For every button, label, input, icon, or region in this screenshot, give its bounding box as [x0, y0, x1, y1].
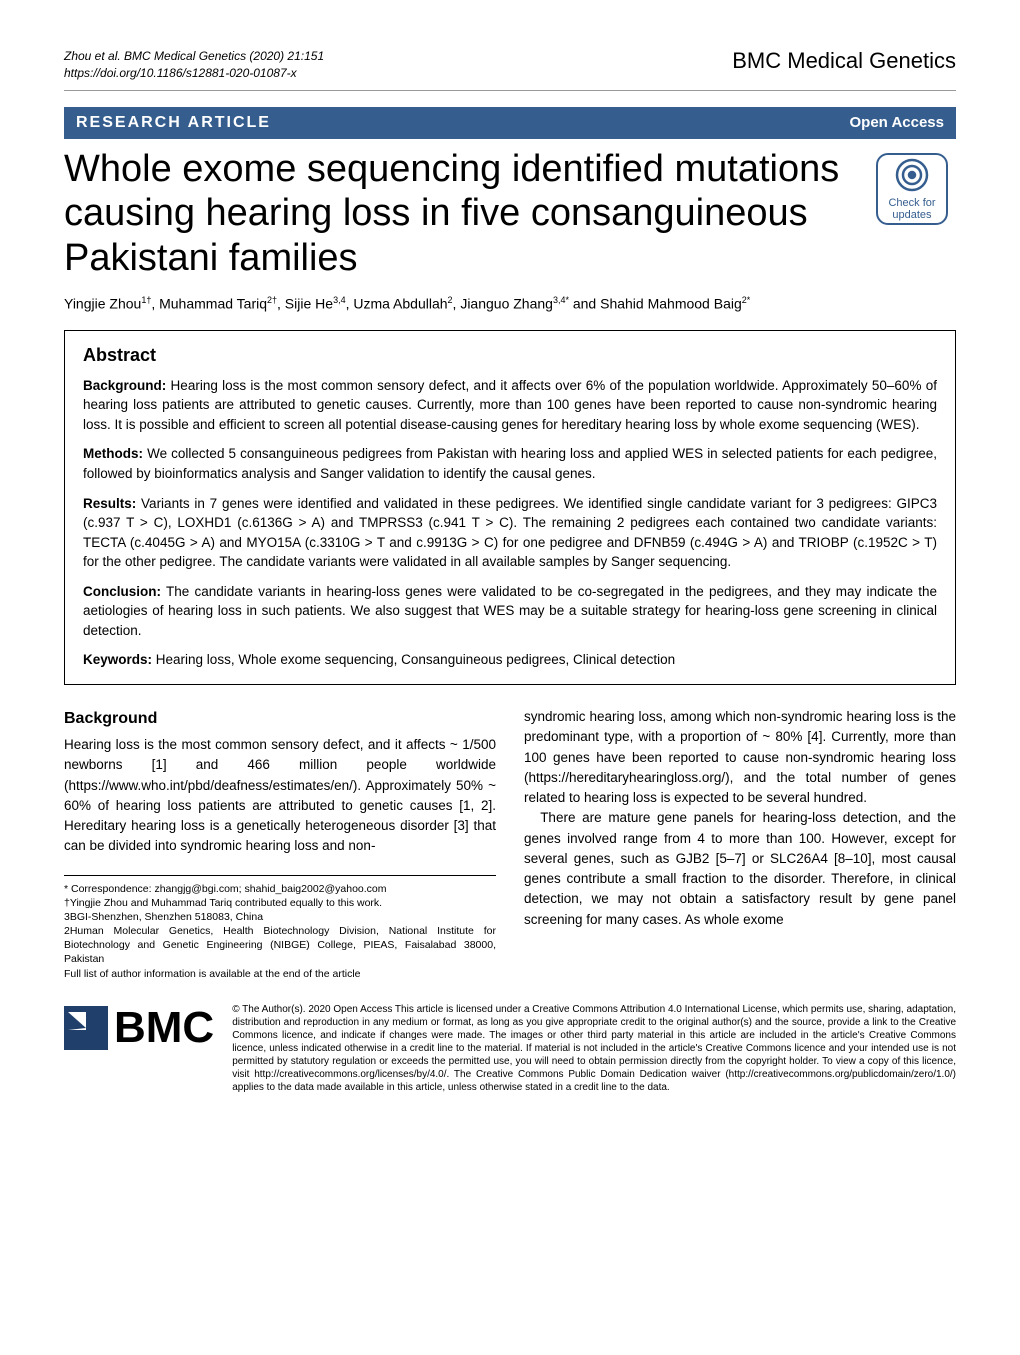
license-text: © The Author(s). 2020 Open Access This a…: [232, 1003, 956, 1094]
abstract-heading: Abstract: [83, 345, 937, 366]
crossmark-badge[interactable]: Check forupdates: [868, 147, 956, 225]
abstract-results: Results: Variants in 7 genes were identi…: [83, 494, 937, 572]
journal-name: BMC Medical Genetics: [732, 48, 956, 74]
bmc-text: BMC: [114, 1003, 214, 1053]
column-left: Background Hearing loss is the most comm…: [64, 707, 496, 981]
bmc-flag-icon: [64, 1006, 108, 1050]
badge-text: Check forupdates: [888, 197, 935, 221]
author-list: Yingjie Zhou1†, Muhammad Tariq2†, Sijie …: [64, 295, 956, 312]
footnote-affil-2: 2Human Molecular Genetics, Health Biotec…: [64, 924, 496, 967]
footnote-correspondence: * Correspondence: zhangjg@bgi.com; shahi…: [64, 882, 496, 896]
article-type-bar: RESEARCH ARTICLE Open Access: [64, 107, 956, 139]
author-footnotes: * Correspondence: zhangjg@bgi.com; shahi…: [64, 875, 496, 981]
footnote-equal-contrib: †Yingjie Zhou and Muhammad Tariq contrib…: [64, 896, 496, 910]
open-access-label: Open Access: [850, 114, 957, 131]
body-paragraph-2: syndromic hearing loss, among which non-…: [524, 707, 956, 808]
abstract-conclusion: Conclusion: The candidate variants in he…: [83, 582, 937, 641]
header-divider: [64, 90, 956, 91]
abstract-methods: Methods: We collected 5 consanguineous p…: [83, 444, 937, 483]
running-header: Zhou et al. BMC Medical Genetics (2020) …: [64, 48, 956, 82]
body-columns: Background Hearing loss is the most comm…: [64, 707, 956, 981]
abstract-background: Background: Hearing loss is the most com…: [83, 376, 937, 435]
citation-line-2: https://doi.org/10.1186/s12881-020-01087…: [64, 65, 324, 82]
section-heading-background: Background: [64, 707, 496, 731]
abstract-box: Abstract Background: Hearing loss is the…: [64, 330, 956, 685]
column-right: syndromic hearing loss, among which non-…: [524, 707, 956, 981]
article-title: Whole exome sequencing identified mutati…: [64, 147, 868, 281]
citation-block: Zhou et al. BMC Medical Genetics (2020) …: [64, 48, 324, 82]
abstract-keywords: Keywords: Hearing loss, Whole exome sequ…: [83, 650, 937, 670]
footnote-full-list: Full list of author information is avail…: [64, 967, 496, 981]
body-paragraph-1: Hearing loss is the most common sensory …: [64, 735, 496, 857]
citation-line-1: Zhou et al. BMC Medical Genetics (2020) …: [64, 48, 324, 65]
bmc-logo: BMC: [64, 1003, 214, 1053]
page-footer: BMC © The Author(s). 2020 Open Access Th…: [64, 1003, 956, 1094]
article-type-label: RESEARCH ARTICLE: [64, 114, 271, 132]
body-paragraph-3: There are mature gene panels for hearing…: [524, 808, 956, 930]
page-root: Zhou et al. BMC Medical Genetics (2020) …: [0, 0, 1020, 1118]
footnote-affil-3: 3BGI-Shenzhen, Shenzhen 518083, China: [64, 910, 496, 924]
check-updates-icon: Check forupdates: [876, 153, 948, 225]
title-row: Whole exome sequencing identified mutati…: [64, 147, 956, 281]
